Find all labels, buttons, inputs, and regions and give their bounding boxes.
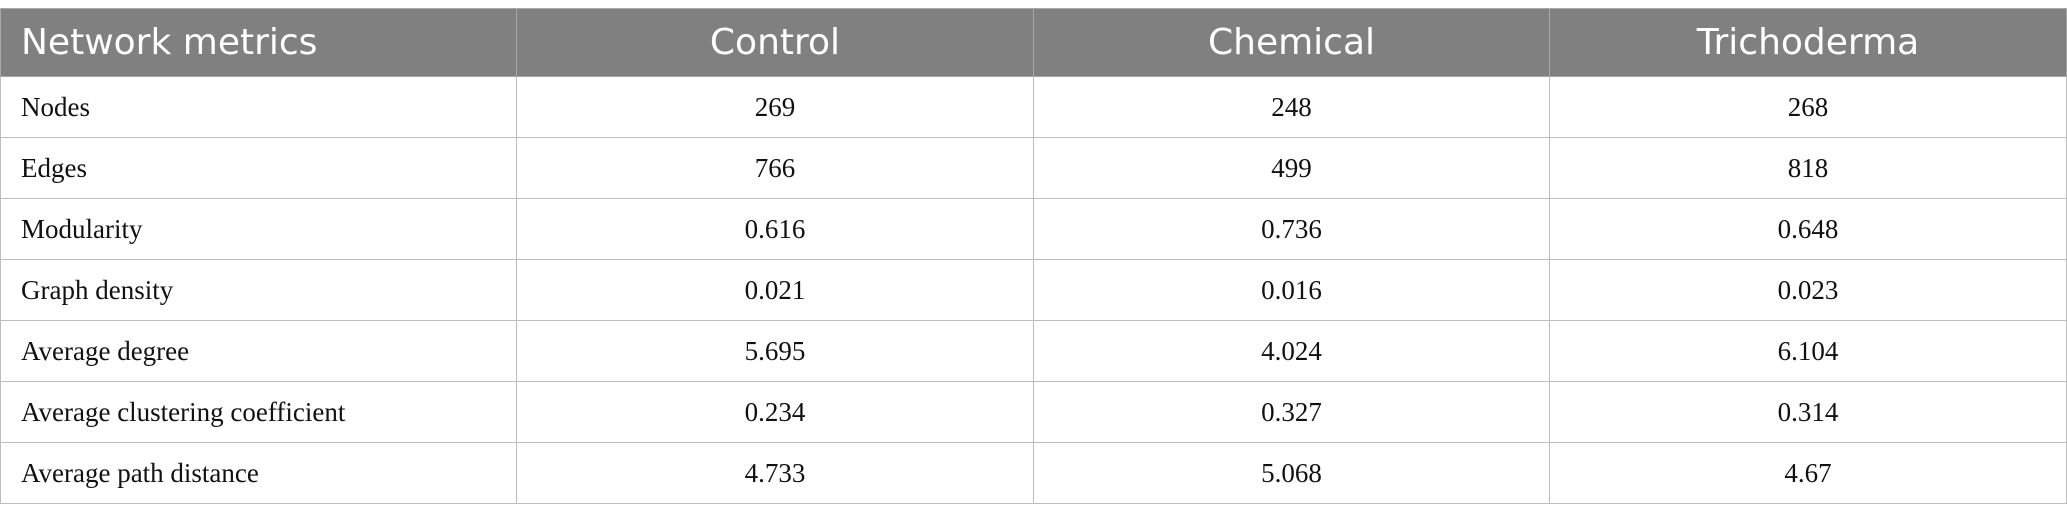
cell-trichoderma: 6.104 [1549, 320, 2067, 382]
header-chemical: Chemical [1033, 8, 1550, 77]
cell-control: 0.234 [516, 381, 1034, 443]
table-row: Edges 766 499 818 [0, 137, 2067, 199]
cell-control: 5.695 [516, 320, 1034, 382]
cell-trichoderma: 0.023 [1549, 259, 2067, 321]
cell-trichoderma: 4.67 [1549, 442, 2067, 504]
table-row: Average path distance 4.733 5.068 4.67 [0, 442, 2067, 504]
row-label: Average path distance [0, 442, 517, 504]
table-body: Nodes 269 248 268 Edges 766 499 818 Modu… [0, 76, 2067, 504]
table-header: Network metrics Control Chemical Trichod… [0, 8, 2067, 77]
table-row: Average clustering coefficient 0.234 0.3… [0, 381, 2067, 443]
header-control: Control [516, 8, 1034, 77]
cell-chemical: 248 [1033, 76, 1550, 138]
row-label: Nodes [0, 76, 517, 138]
cell-chemical: 0.736 [1033, 198, 1550, 260]
cell-chemical: 0.016 [1033, 259, 1550, 321]
row-label: Modularity [0, 198, 517, 260]
cell-chemical: 0.327 [1033, 381, 1550, 443]
cell-chemical: 4.024 [1033, 320, 1550, 382]
header-trichoderma: Trichoderma [1549, 8, 2067, 77]
network-metrics-table-container: Network metrics Control Chemical Trichod… [0, 8, 2067, 504]
cell-trichoderma: 818 [1549, 137, 2067, 199]
cell-chemical: 5.068 [1033, 442, 1550, 504]
row-label: Average clustering coefficient [0, 381, 517, 443]
table-row: Nodes 269 248 268 [0, 76, 2067, 138]
cell-control: 4.733 [516, 442, 1034, 504]
row-label: Average degree [0, 320, 517, 382]
cell-control: 0.616 [516, 198, 1034, 260]
table-row: Modularity 0.616 0.736 0.648 [0, 198, 2067, 260]
cell-trichoderma: 0.314 [1549, 381, 2067, 443]
network-metrics-table: Network metrics Control Chemical Trichod… [0, 8, 2067, 504]
row-label: Edges [0, 137, 517, 199]
table-row: Average degree 5.695 4.024 6.104 [0, 320, 2067, 382]
cell-trichoderma: 0.648 [1549, 198, 2067, 260]
header-network-metrics: Network metrics [0, 8, 517, 77]
table-row: Graph density 0.021 0.016 0.023 [0, 259, 2067, 321]
cell-control: 766 [516, 137, 1034, 199]
header-row: Network metrics Control Chemical Trichod… [0, 8, 2067, 77]
cell-chemical: 499 [1033, 137, 1550, 199]
row-label: Graph density [0, 259, 517, 321]
cell-control: 269 [516, 76, 1034, 138]
cell-control: 0.021 [516, 259, 1034, 321]
cell-trichoderma: 268 [1549, 76, 2067, 138]
